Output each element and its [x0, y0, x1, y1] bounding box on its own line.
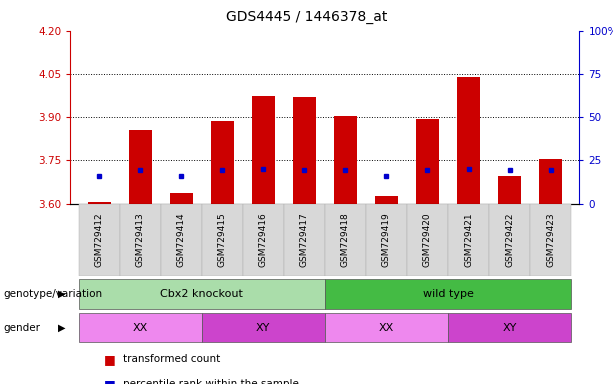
Bar	[202, 313, 325, 343]
Text: wild type: wild type	[422, 289, 473, 299]
Text: ■: ■	[104, 378, 116, 384]
Text: genotype/variation: genotype/variation	[3, 289, 102, 299]
Bar	[407, 204, 448, 276]
Text: XY: XY	[256, 323, 270, 333]
Bar	[457, 77, 480, 204]
Bar	[448, 313, 571, 343]
Text: GSM729414: GSM729414	[177, 213, 186, 267]
Bar	[334, 116, 357, 204]
Text: GSM729423: GSM729423	[546, 213, 555, 267]
Text: XX: XX	[379, 323, 394, 333]
Bar	[416, 119, 439, 204]
Text: ▶: ▶	[58, 323, 66, 333]
Text: XX: XX	[132, 323, 148, 333]
Bar	[325, 313, 448, 343]
Bar	[78, 204, 120, 276]
Text: GSM729419: GSM729419	[382, 213, 391, 267]
Text: Cbx2 knockout: Cbx2 knockout	[161, 289, 243, 299]
Text: GSM729420: GSM729420	[423, 213, 432, 267]
Bar	[129, 130, 151, 204]
Bar	[78, 313, 202, 343]
Text: GSM729422: GSM729422	[505, 213, 514, 267]
Text: ■: ■	[104, 353, 116, 366]
Bar	[498, 176, 521, 204]
Text: percentile rank within the sample: percentile rank within the sample	[123, 379, 299, 384]
Bar	[252, 96, 275, 204]
Bar	[530, 204, 571, 276]
Bar	[243, 204, 284, 276]
Text: GDS4445 / 1446378_at: GDS4445 / 1446378_at	[226, 10, 387, 23]
Bar	[325, 279, 571, 309]
Text: ▶: ▶	[58, 289, 66, 299]
Bar	[88, 202, 110, 204]
Text: GSM729415: GSM729415	[218, 213, 227, 267]
Text: GSM729417: GSM729417	[300, 213, 309, 267]
Text: XY: XY	[502, 323, 517, 333]
Bar	[539, 159, 562, 204]
Bar	[284, 204, 325, 276]
Text: gender: gender	[3, 323, 40, 333]
Text: GSM729412: GSM729412	[95, 213, 104, 267]
Bar	[293, 97, 316, 204]
Bar	[170, 194, 192, 204]
Bar	[448, 204, 489, 276]
Bar	[325, 204, 366, 276]
Text: GSM729421: GSM729421	[464, 213, 473, 267]
Bar	[120, 204, 161, 276]
Bar	[366, 204, 407, 276]
Text: GSM729416: GSM729416	[259, 213, 268, 267]
Bar	[489, 204, 530, 276]
Text: transformed count: transformed count	[123, 354, 220, 364]
Bar	[375, 196, 398, 204]
Text: GSM729413: GSM729413	[135, 213, 145, 267]
Bar	[202, 204, 243, 276]
Bar	[211, 121, 234, 204]
Bar	[161, 204, 202, 276]
Bar	[78, 279, 325, 309]
Text: GSM729418: GSM729418	[341, 213, 350, 267]
